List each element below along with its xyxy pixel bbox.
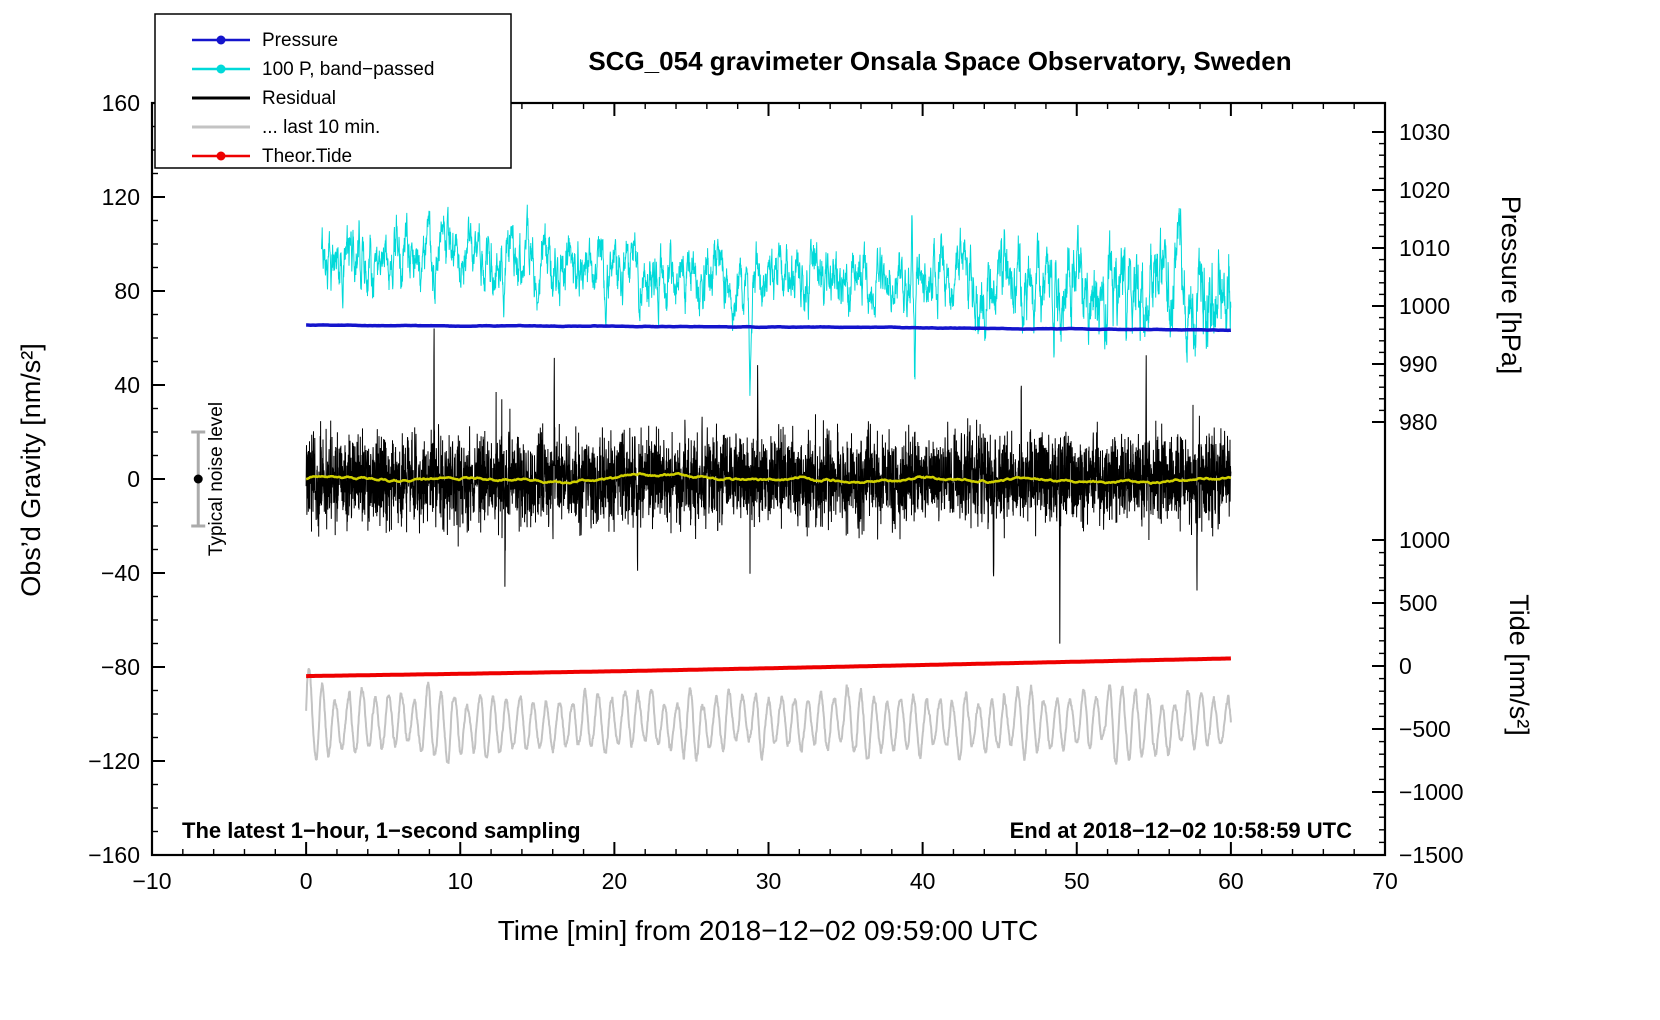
legend-item-label: 100 P, band−passed	[262, 59, 434, 80]
plot-frame	[150, 101, 1387, 857]
tick-label: −500	[1399, 716, 1451, 742]
tick-label: 0	[1399, 653, 1412, 679]
series-layer	[305, 204, 1232, 765]
noise-level-indicator	[191, 430, 206, 528]
chart-title: SCG_054 gravimeter Onsala Space Observat…	[588, 46, 1291, 76]
noise-level-label: Typical noise level	[206, 402, 227, 556]
end-note: End at 2018−12−02 10:58:59 UTC	[1010, 818, 1353, 843]
series-pressure-line	[306, 323, 1232, 333]
x-axis-label: Time [min] from 2018−12−02 09:59:00 UTC	[498, 915, 1039, 946]
tick-label: 0	[300, 868, 313, 894]
tick-label: 50	[1064, 868, 1090, 894]
tick-label: −160	[88, 842, 140, 868]
tick-label: 60	[1218, 868, 1244, 894]
y-right-pressure-label: Pressure [hPa]	[1496, 196, 1526, 375]
tick-label: −1500	[1399, 842, 1464, 868]
legend-marker-dot	[216, 35, 226, 45]
legend-marker-dot	[216, 64, 226, 74]
tick-label: −120	[88, 748, 140, 774]
tick-label: 1010	[1399, 235, 1450, 261]
legend-item-label: ... last 10 min.	[262, 117, 380, 138]
tick-label: 1000	[1399, 293, 1450, 319]
noise-bar-center-dot	[193, 474, 203, 484]
tick-label: −40	[101, 560, 140, 586]
tick-label: −80	[101, 654, 140, 680]
legend-marker-dot	[216, 151, 226, 161]
series-residual-smoothed-line	[305, 471, 1232, 485]
series-residual-line	[305, 328, 1232, 644]
tick-label: 10	[447, 868, 473, 894]
tick-label: 30	[756, 868, 782, 894]
legend-item-label: Residual	[262, 88, 336, 109]
y-left-axis-label: Obs’d Gravity [nm/s²]	[16, 343, 46, 597]
tick-label: 0	[127, 466, 140, 492]
axis-ticks: −10 0 10 20 30 40 50 60 70−160−120−80−4004080120…	[88, 90, 1463, 894]
series-last-10-min-line	[305, 667, 1232, 765]
series-100-p-band-passed-line	[321, 204, 1232, 396]
sampling-note: The latest 1−hour, 1−second sampling	[182, 818, 581, 843]
tick-label: 120	[102, 184, 140, 210]
tick-label: 1020	[1399, 177, 1450, 203]
tick-label: 990	[1399, 351, 1437, 377]
tick-label: −1000	[1399, 779, 1464, 805]
tick-label: 160	[102, 90, 140, 116]
legend: Pressure 100 P, band−passed Residual ... la…	[154, 13, 512, 169]
tick-label: 20	[602, 868, 628, 894]
y-right-tide-label: Tide [nm/s²]	[1504, 594, 1534, 736]
tick-label: 1000	[1399, 527, 1450, 553]
tick-label: 70	[1372, 868, 1398, 894]
labels-layer: SCG_054 gravimeter Onsala Space Observat…	[16, 46, 1534, 946]
legend-item-label: Theor.Tide	[262, 146, 352, 167]
legend-item-label: Pressure	[262, 30, 338, 51]
tick-label: 500	[1399, 590, 1437, 616]
tick-label: 980	[1399, 409, 1437, 435]
tick-label: 80	[114, 278, 140, 304]
tick-label: 1030	[1399, 119, 1450, 145]
series-theor-tide-line	[306, 656, 1232, 679]
tick-label: 40	[114, 372, 140, 398]
tick-label: 40	[910, 868, 936, 894]
tick-label: −10	[132, 868, 171, 894]
